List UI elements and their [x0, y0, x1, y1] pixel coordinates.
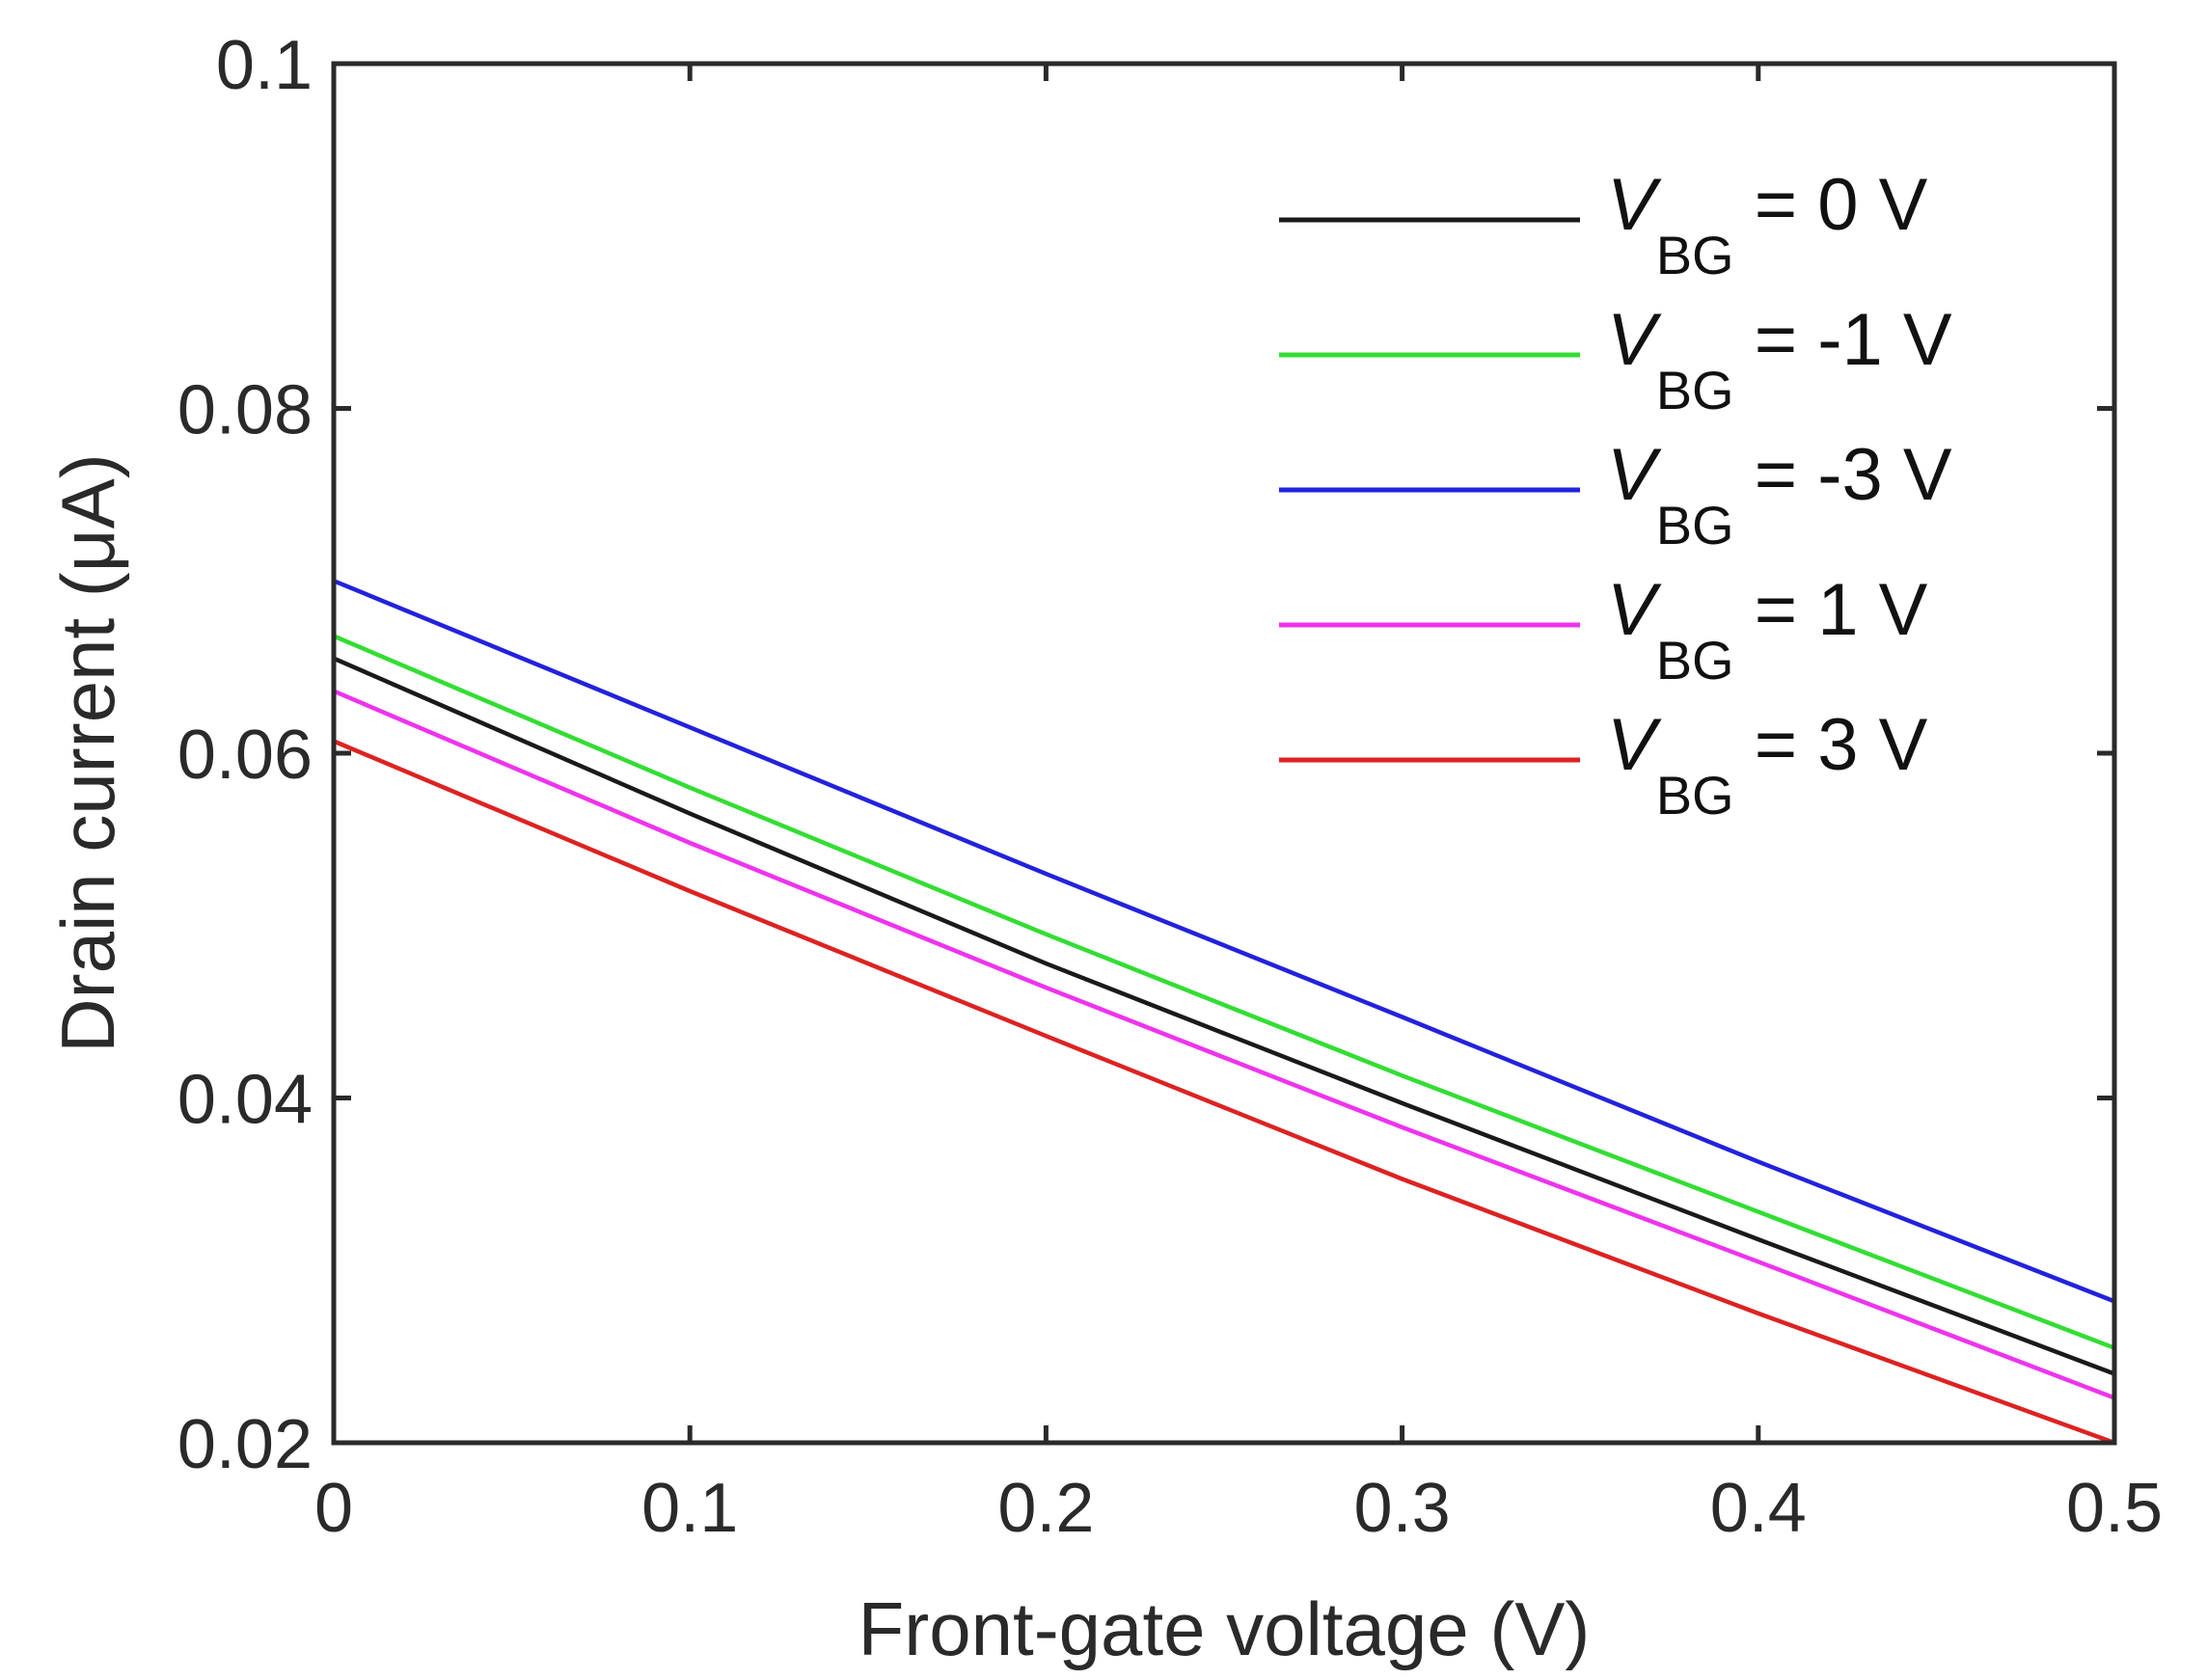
series-layer [333, 579, 2115, 1446]
series-line-0 [333, 656, 2115, 1376]
x-axis-title: Front-gate voltage (V) [858, 1586, 1591, 1671]
legend-subscript: BG [1656, 630, 1734, 691]
legend-entry-0: VBG = 0 V [1607, 164, 1928, 285]
y-tick-label-0: 0.02 [177, 1406, 313, 1483]
series-line-1 [333, 634, 2115, 1350]
series-line-4 [333, 739, 2115, 1446]
y-tick-label-4: 0.1 [216, 27, 313, 104]
y-tick-label-3: 0.08 [177, 372, 313, 449]
legend-subscript: BG [1656, 360, 1734, 420]
x-tick-label-0: 0 [314, 1470, 353, 1547]
legend-value: = 1 V [1734, 569, 1928, 651]
legend-subscript: BG [1656, 495, 1734, 555]
y-tick-label-1: 0.04 [177, 1062, 313, 1139]
y-axis-title: Drain current (μA) [45, 453, 130, 1052]
x-tick-label-4: 0.4 [1710, 1470, 1807, 1547]
x-tick-label-3: 0.3 [1354, 1470, 1451, 1547]
legend-symbol: V [1607, 569, 1662, 651]
legend-symbol: V [1607, 164, 1662, 246]
series-line-2 [333, 579, 2115, 1304]
legend-entry-4: VBG = 3 V [1607, 704, 1928, 826]
legend-entry-2: VBG = -3 V [1607, 434, 1952, 555]
legend-symbol: V [1607, 299, 1662, 381]
x-tick-label-2: 0.2 [997, 1470, 1094, 1547]
legend-symbol: V [1607, 434, 1662, 516]
y-tick-label-2: 0.06 [177, 717, 313, 794]
series-line-3 [333, 689, 2115, 1400]
legend-value: = 3 V [1734, 704, 1928, 786]
x-tick-label-5: 0.5 [2066, 1470, 2163, 1547]
legend-entry-1: VBG = -1 V [1607, 299, 1952, 420]
x-tick-label-1: 0.1 [641, 1470, 738, 1547]
legend-value: = 0 V [1734, 164, 1928, 246]
legend-symbol: V [1607, 704, 1662, 786]
legend-entry-3: VBG = 1 V [1607, 569, 1928, 691]
legend-value: = -1 V [1734, 299, 1952, 381]
legend-subscript: BG [1656, 765, 1734, 826]
legend-subscript: BG [1656, 225, 1734, 285]
legend-value: = -3 V [1734, 434, 1952, 516]
tick-layer: 0 0.1 0.2 0.3 0.4 0.5 0.02 0.04 0.06 0.08 0.1 [177, 27, 2163, 1547]
